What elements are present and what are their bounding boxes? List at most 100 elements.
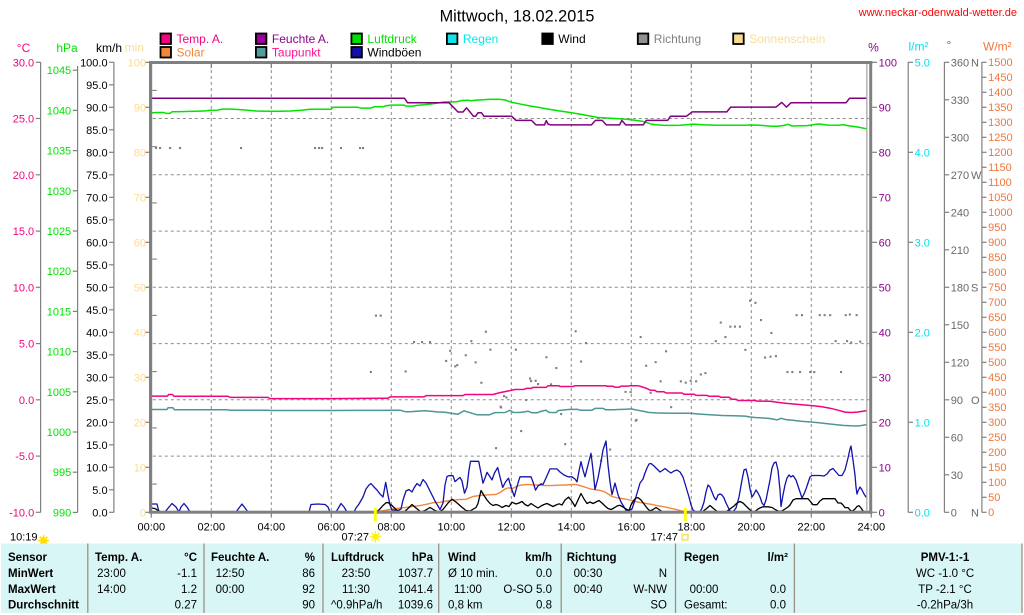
svg-text:Solar: Solar <box>177 46 205 60</box>
svg-text:600: 600 <box>988 327 1006 339</box>
svg-text:1300: 1300 <box>988 117 1012 129</box>
svg-text:1100: 1100 <box>988 177 1012 189</box>
svg-text:990: 990 <box>53 507 71 519</box>
svg-text:Temp. A.: Temp. A. <box>177 32 224 46</box>
svg-text:300: 300 <box>951 132 969 144</box>
svg-text:S: S <box>971 282 978 294</box>
svg-text:850: 850 <box>988 252 1006 264</box>
svg-text:%: % <box>868 41 879 55</box>
svg-text:Taupunkt: Taupunkt <box>272 46 321 60</box>
svg-text:km/h: km/h <box>96 41 122 55</box>
svg-text:11:30: 11:30 <box>342 584 370 596</box>
svg-text:0: 0 <box>140 507 146 519</box>
svg-text:15.0: 15.0 <box>13 226 34 238</box>
svg-text:23:50: 23:50 <box>342 568 371 580</box>
svg-text:85.0: 85.0 <box>86 125 107 137</box>
svg-text:0.0: 0.0 <box>19 395 34 407</box>
svg-text:92: 92 <box>302 584 315 596</box>
svg-text:5.0: 5.0 <box>92 485 107 497</box>
svg-text:0.0: 0.0 <box>915 507 930 519</box>
svg-text:Regen: Regen <box>463 32 498 46</box>
svg-text:www.neckar-odenwald-wetter.de: www.neckar-odenwald-wetter.de <box>858 7 1017 19</box>
svg-text:hPa: hPa <box>56 41 78 55</box>
svg-text:-10.0: -10.0 <box>9 507 34 519</box>
svg-text:40: 40 <box>879 327 891 339</box>
svg-text:30: 30 <box>134 372 146 384</box>
svg-text:750: 750 <box>988 282 1006 294</box>
svg-text:5.0: 5.0 <box>915 57 930 69</box>
svg-text:75.0: 75.0 <box>86 170 107 182</box>
svg-text:60: 60 <box>879 237 891 249</box>
svg-text:08:00: 08:00 <box>378 521 406 533</box>
svg-text:650: 650 <box>988 312 1006 324</box>
svg-text:55.0: 55.0 <box>86 260 107 272</box>
svg-text:100: 100 <box>988 477 1006 489</box>
svg-text:1030: 1030 <box>47 186 71 198</box>
svg-text:3.0: 3.0 <box>915 237 930 249</box>
svg-text:210: 210 <box>951 245 969 257</box>
svg-text:25.0: 25.0 <box>86 395 107 407</box>
svg-text:50: 50 <box>134 282 146 294</box>
svg-text:995: 995 <box>53 467 71 479</box>
svg-text:330: 330 <box>951 95 969 107</box>
svg-text:Feuchte A.: Feuchte A. <box>272 32 329 46</box>
svg-text:20.0: 20.0 <box>86 417 107 429</box>
svg-text:1010: 1010 <box>47 347 71 359</box>
svg-text:06:00: 06:00 <box>318 521 346 533</box>
svg-text:65.0: 65.0 <box>86 215 107 227</box>
svg-text:180: 180 <box>951 282 969 294</box>
svg-text:70.0: 70.0 <box>86 192 107 204</box>
svg-text:18:00: 18:00 <box>678 521 706 533</box>
svg-text:Sensor: Sensor <box>8 552 48 564</box>
svg-text:N: N <box>971 57 979 69</box>
svg-text:30.0: 30.0 <box>13 57 34 69</box>
svg-text:hPa: hPa <box>412 552 434 564</box>
svg-text:240: 240 <box>951 207 969 219</box>
svg-text:270: 270 <box>951 170 969 182</box>
svg-text:W: W <box>971 170 982 182</box>
svg-text:°C: °C <box>17 41 31 55</box>
svg-text:95.0: 95.0 <box>86 80 107 92</box>
svg-text:PMV-1:-1: PMV-1:-1 <box>921 552 970 564</box>
svg-text:1041.4: 1041.4 <box>398 584 434 596</box>
svg-text:90: 90 <box>134 102 146 114</box>
svg-text:l/m²: l/m² <box>909 40 929 54</box>
svg-text:14:00: 14:00 <box>97 584 126 596</box>
svg-text:0: 0 <box>988 507 994 519</box>
svg-text:40: 40 <box>134 327 146 339</box>
svg-text:1000: 1000 <box>47 427 71 439</box>
svg-text:1050: 1050 <box>988 192 1012 204</box>
svg-text:90: 90 <box>951 395 963 407</box>
svg-text:Mittwoch, 18.02.2015: Mittwoch, 18.02.2015 <box>440 8 595 26</box>
svg-text:16:00: 16:00 <box>618 521 646 533</box>
svg-text:11:00: 11:00 <box>454 584 482 596</box>
svg-text:200: 200 <box>988 447 1006 459</box>
svg-text:50.0: 50.0 <box>86 282 107 294</box>
svg-text:1039.6: 1039.6 <box>398 600 433 612</box>
svg-text:W-NW: W-NW <box>633 584 667 596</box>
svg-text:Ø 10 min.: Ø 10 min. <box>448 568 498 580</box>
svg-text:1200: 1200 <box>988 147 1012 159</box>
svg-text:0.0: 0.0 <box>92 507 107 519</box>
svg-text:-1.1: -1.1 <box>177 568 197 580</box>
svg-text:1037.7: 1037.7 <box>398 568 433 580</box>
svg-text:12:50: 12:50 <box>216 568 245 580</box>
svg-text:300: 300 <box>988 417 1006 429</box>
svg-text:23:00: 23:00 <box>97 568 126 580</box>
svg-text:700: 700 <box>988 297 1006 309</box>
svg-text:800: 800 <box>988 267 1006 279</box>
svg-text:10:19: 10:19 <box>10 531 38 543</box>
svg-text:70: 70 <box>134 192 146 204</box>
svg-text:22:00: 22:00 <box>798 521 826 533</box>
svg-text:1400: 1400 <box>988 87 1012 99</box>
svg-text:1.2: 1.2 <box>181 584 197 596</box>
svg-text:10.0: 10.0 <box>86 462 107 474</box>
svg-text:W/m²: W/m² <box>983 40 1012 54</box>
svg-text:1015: 1015 <box>47 306 71 318</box>
svg-text:N: N <box>971 507 979 519</box>
svg-text:02:00: 02:00 <box>198 521 226 533</box>
svg-text:SO: SO <box>650 600 667 612</box>
svg-text:450: 450 <box>988 372 1006 384</box>
svg-text:550: 550 <box>988 342 1006 354</box>
svg-text:1350: 1350 <box>988 102 1012 114</box>
